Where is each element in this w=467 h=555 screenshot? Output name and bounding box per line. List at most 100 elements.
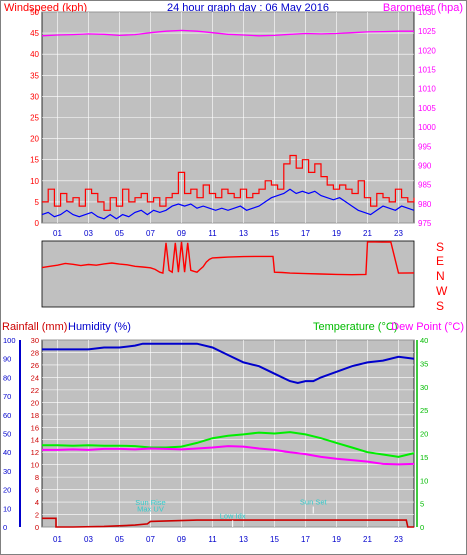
barometer-tick-label: 1005: [418, 104, 436, 113]
rain-humidity-temp-panel: 0246810121416182022242628300102030405060…: [3, 336, 428, 544]
direction-label: S: [436, 299, 444, 313]
annotation-label: Sun Set: [300, 498, 328, 507]
rainfall-tick-label: 8: [35, 473, 39, 482]
rainfall-tick-label: 24: [31, 373, 39, 382]
rainfall-tick-label: 30: [31, 336, 39, 345]
hour-tick-label: 09: [177, 229, 186, 238]
rainfall-tick-label: 16: [31, 423, 39, 432]
temperature-tick-label: 25: [420, 406, 428, 415]
hour-tick-label: 01: [53, 535, 62, 544]
rainfall-line: [42, 517, 414, 528]
barometer-tick-label: 1030: [418, 8, 436, 17]
humidity-line: [42, 342, 415, 385]
temperature-tick-label: 15: [420, 453, 428, 462]
windspeed-tick-label: 35: [30, 71, 39, 80]
annotation-label: Low Idx: [220, 511, 246, 520]
rainfall-tick-label: 12: [31, 448, 39, 457]
hour-tick-label: 19: [332, 535, 341, 544]
windspeed-tick-label: 40: [30, 50, 39, 59]
humidity-tick-label: 60: [3, 411, 11, 420]
windspeed-tick-label: 30: [30, 92, 39, 101]
hour-tick-label: 21: [363, 229, 372, 238]
temperature-tick-label: 40: [420, 336, 428, 345]
direction-label: E: [436, 254, 444, 268]
hour-tick-label: 07: [146, 535, 155, 544]
rainfall-tick-label: 20: [31, 398, 39, 407]
windspeed-tick-label: 50: [30, 8, 39, 17]
hour-tick-label: 11: [208, 535, 217, 544]
barometer-line: [41, 29, 414, 37]
annotation-label: Max UV: [137, 504, 164, 513]
hour-tick-label: 11: [208, 229, 217, 238]
barometer-tick-label: 985: [418, 181, 432, 190]
barometer-tick-label: 980: [418, 200, 432, 209]
humidity-tick-label: 30: [3, 467, 11, 476]
hour-tick-label: 19: [332, 229, 341, 238]
chart-title: 24 hour graph day : 06 May 2016: [167, 2, 329, 14]
windspeed-tick-label: 10: [30, 177, 39, 186]
barometer-tick-label: 990: [418, 161, 432, 170]
temperature-axis-title: Temperature (°C): [313, 321, 397, 333]
windspeed-tick-label: 25: [30, 114, 39, 123]
hour-tick-label: 17: [301, 229, 310, 238]
temperature-tick-label: 5: [420, 500, 424, 509]
humidity-tick-label: 20: [3, 486, 11, 495]
hour-tick-label: 17: [301, 535, 310, 544]
rainfall-tick-label: 2: [35, 511, 39, 520]
barometer-tick-label: 975: [418, 219, 432, 228]
hour-tick-label: 01: [53, 229, 62, 238]
temperature-tick-label: 20: [420, 430, 428, 439]
humidity-tick-label: 90: [3, 355, 11, 364]
barometer-tick-label: 995: [418, 142, 432, 151]
humidity-tick-label: 50: [3, 430, 11, 439]
annotation-label: Sun Rise: [135, 498, 165, 507]
humidity-tick-label: 100: [3, 336, 16, 345]
hour-tick-label: 23: [394, 535, 403, 544]
direction-label: W: [436, 284, 448, 298]
humidity-tick-label: 80: [3, 373, 11, 382]
rainfall-tick-label: 6: [35, 486, 39, 495]
rainfall-tick-label: 22: [31, 386, 39, 395]
windspeed-axis-title: Windspeed (kph): [4, 2, 87, 14]
wind-direction-line: [41, 241, 415, 276]
direction-label: N: [436, 269, 445, 283]
humidity-axis-title: Humidity (%): [68, 321, 131, 333]
barometer-tick-label: 1020: [418, 46, 436, 55]
barometer-tick-label: 1015: [418, 66, 436, 75]
hour-tick-label: 15: [270, 535, 279, 544]
rainfall-tick-label: 28: [31, 348, 39, 357]
temperature-line: [42, 431, 415, 458]
rainfall-tick-label: 14: [31, 436, 39, 445]
windspeed-tick-label: 45: [30, 29, 39, 38]
rainfall-tick-label: 0: [35, 523, 39, 532]
barometer-tick-label: 1000: [418, 123, 436, 132]
temperature-tick-label: 30: [420, 383, 428, 392]
hour-tick-label: 13: [239, 535, 248, 544]
wind-barometer-panel: 0510152025303540455097598098599099510001…: [30, 8, 436, 238]
dewpoint-axis-title: Dew Point (°C): [391, 321, 464, 333]
plot-area-3: [41, 339, 415, 528]
hour-tick-label: 23: [394, 229, 403, 238]
hour-tick-label: 03: [84, 229, 93, 238]
direction-label: S: [436, 240, 444, 254]
windspeed-tick-label: 15: [30, 156, 39, 165]
dewpoint-line: [42, 445, 415, 466]
hour-tick-label: 05: [115, 535, 124, 544]
windspeed-tick-label: 5: [35, 198, 40, 207]
barometer-tick-label: 1025: [418, 27, 436, 36]
temperature-tick-label: 35: [420, 359, 428, 368]
hour-tick-label: 13: [239, 229, 248, 238]
humidity-tick-label: 70: [3, 392, 11, 401]
rainfall-tick-label: 10: [31, 461, 39, 470]
hour-tick-label: 21: [363, 535, 372, 544]
rainfall-tick-label: 26: [31, 361, 39, 370]
wind-average-line: [41, 188, 415, 220]
hour-tick-label: 07: [146, 229, 155, 238]
humidity-tick-label: 10: [3, 504, 11, 513]
humidity-tick-label: 0: [3, 523, 7, 532]
hour-tick-label: 09: [177, 535, 186, 544]
rainfall-tick-label: 18: [31, 411, 39, 420]
wind-gust-line: [42, 154, 415, 211]
